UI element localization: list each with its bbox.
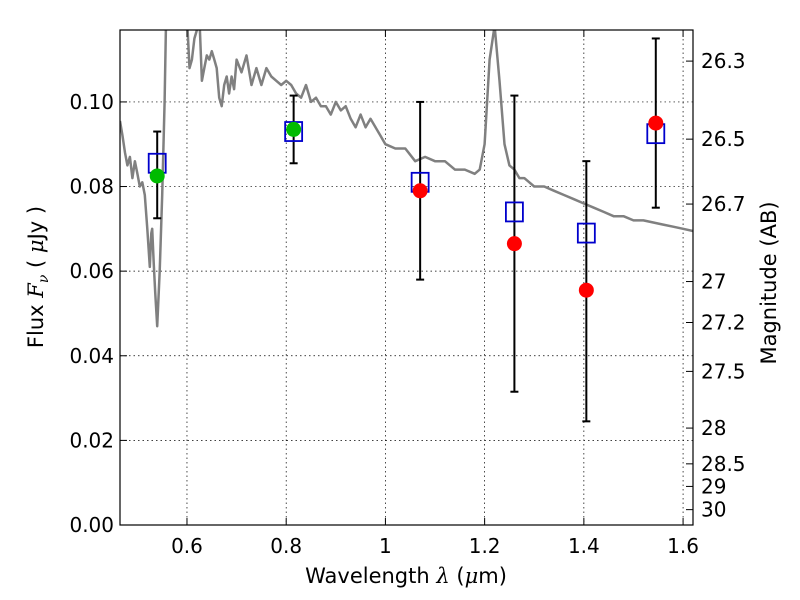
magnitude-tick-label: 27.5 <box>701 359 746 383</box>
detection-point <box>286 121 302 137</box>
y-axis-ticks: 0.00 0.02 0.04 0.06 0.08 0.10 <box>69 90 127 537</box>
model-photometry-square <box>505 201 524 223</box>
x-tick-label: 1 <box>379 534 392 558</box>
x-tick-label: 1.2 <box>469 534 501 558</box>
magnitude-tick-label: 30 <box>701 498 726 522</box>
observed-point-layer <box>149 115 664 298</box>
x-tick-label: 1.4 <box>568 534 600 558</box>
magnitude-axis-title: Magnitude (AB) <box>757 201 781 364</box>
magnitude-tick-label: 28.5 <box>701 452 746 476</box>
y-tick-label: 0.06 <box>69 259 114 283</box>
y-axis-title: Flux Fν ( μJy ) <box>24 206 52 348</box>
y-tick-label: 0.10 <box>69 90 114 114</box>
magnitude-tick-label: 27.2 <box>701 311 746 335</box>
grid-lines <box>120 30 693 525</box>
model-photometry-square <box>576 222 596 244</box>
upper-limit-point <box>578 282 594 298</box>
x-tick-label: 0.6 <box>171 534 203 558</box>
plot-frame <box>119 29 694 526</box>
y-tick-label: 0.08 <box>69 175 114 199</box>
spectrum-line <box>120 30 693 328</box>
x-tick-label: 1.6 <box>667 534 699 558</box>
magnitude-tick-label: 26.3 <box>701 49 746 73</box>
upper-limit-point <box>648 115 664 131</box>
magnitude-tick-label: 26.5 <box>701 127 746 151</box>
spectrum-layer <box>120 30 693 328</box>
x-tick-label: 0.8 <box>270 534 302 558</box>
magnitude-tick-label: 28 <box>701 416 726 440</box>
y-tick-label: 0.00 <box>69 513 114 537</box>
upper-limit-point <box>506 236 522 252</box>
y-tick-label: 0.04 <box>69 344 114 368</box>
detection-point <box>149 168 165 184</box>
x-axis-title: Wavelength λ (μm) <box>305 564 507 588</box>
magnitude-tick-label: 26.7 <box>701 192 746 216</box>
x-axis-ticks: 0.6 0.8 1 1.2 1.4 1.6 <box>171 30 699 558</box>
magnitude-tick-label: 27 <box>701 270 726 294</box>
upper-limit-point <box>412 183 428 199</box>
magnitude-tick-label: 29 <box>701 474 726 498</box>
y-tick-label: 0.02 <box>69 428 114 452</box>
